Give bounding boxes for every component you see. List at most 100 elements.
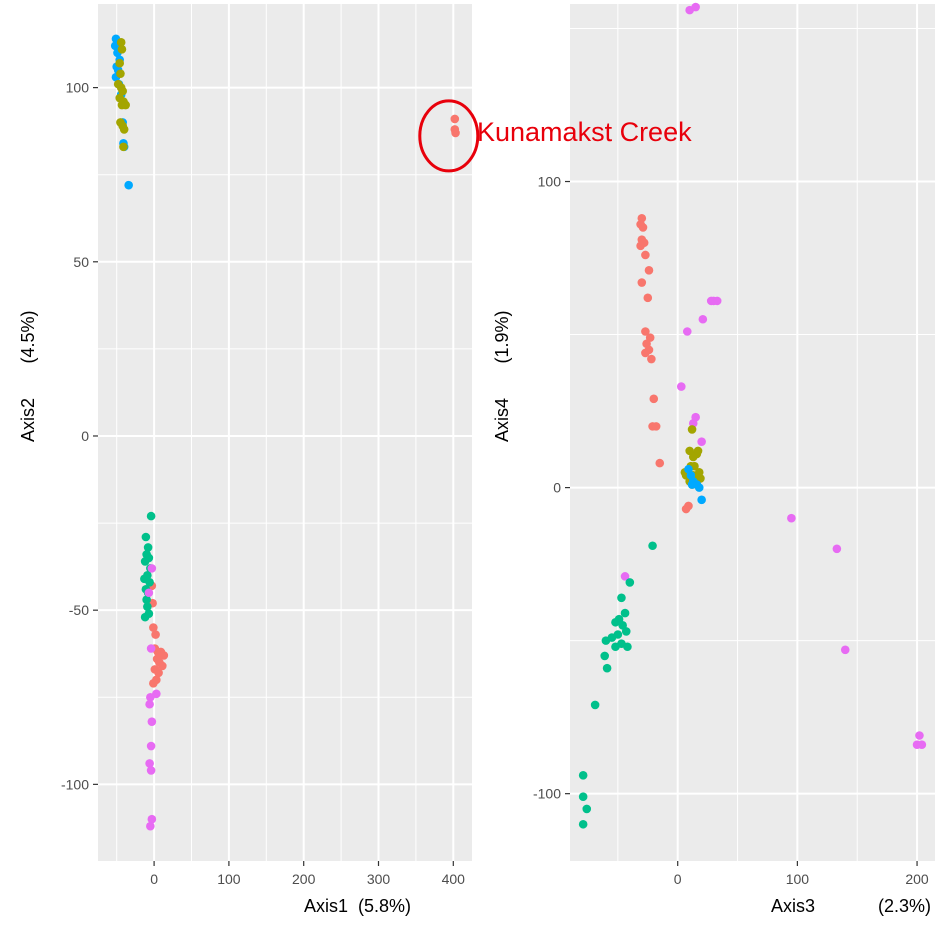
data-point xyxy=(116,38,126,47)
right-scatter-panel: 0 100 200 -100 0 100 Axis3 (2.3%) Axis4 (1.9%) xyxy=(492,2,935,916)
data-point xyxy=(145,759,154,768)
data-point xyxy=(641,348,650,358)
data-point xyxy=(687,425,697,434)
y-tick-label: 100 xyxy=(66,80,90,96)
data-point xyxy=(146,644,156,653)
data-point xyxy=(641,327,650,336)
data-point xyxy=(140,612,150,622)
data-point xyxy=(578,792,588,802)
data-point xyxy=(159,651,169,660)
data-point xyxy=(694,483,704,492)
data-point xyxy=(146,692,155,702)
data-point xyxy=(697,495,706,505)
data-point xyxy=(578,819,588,829)
data-point xyxy=(119,142,128,152)
data-point xyxy=(149,623,158,632)
data-point xyxy=(124,180,133,190)
data-point xyxy=(644,265,654,275)
data-point xyxy=(140,557,150,566)
data-point xyxy=(620,608,630,618)
data-point xyxy=(600,651,610,661)
data-point xyxy=(638,223,648,232)
x-axis-variance: (5.8%) xyxy=(358,896,411,916)
data-point xyxy=(625,578,635,587)
x-tick-label: 300 xyxy=(367,871,391,887)
data-point xyxy=(582,804,592,814)
data-point xyxy=(648,541,657,551)
data-point xyxy=(617,593,626,603)
x-axis-title: Axis3 xyxy=(771,896,815,916)
highlight-ellipse xyxy=(418,99,480,173)
data-point xyxy=(146,741,156,751)
data-point xyxy=(832,544,842,554)
data-point xyxy=(712,296,722,306)
y-tick-label: 0 xyxy=(81,428,89,444)
data-point xyxy=(693,446,703,456)
data-point xyxy=(601,636,611,645)
y-tick-label: 50 xyxy=(73,254,89,270)
x-tick-label: 100 xyxy=(217,871,241,887)
plot-background xyxy=(570,4,935,861)
data-point xyxy=(115,58,124,68)
y-tick-label: -100 xyxy=(533,786,561,802)
data-point xyxy=(643,293,653,303)
y-tick-label: -50 xyxy=(69,602,89,618)
data-point xyxy=(151,630,160,639)
x-tick-label: 0 xyxy=(674,871,682,887)
data-point xyxy=(146,821,155,831)
data-point xyxy=(143,602,152,611)
data-point xyxy=(154,668,163,678)
x-tick-label: 0 xyxy=(150,871,158,887)
x-tick-label: 200 xyxy=(905,871,929,887)
data-point xyxy=(147,717,157,726)
data-point xyxy=(636,241,645,251)
data-point xyxy=(451,128,460,138)
data-point xyxy=(641,250,650,260)
data-point xyxy=(116,69,125,78)
data-point xyxy=(685,446,694,456)
data-point xyxy=(912,740,922,749)
data-point xyxy=(698,314,708,324)
x-tick-label: 200 xyxy=(292,871,316,887)
data-point xyxy=(146,511,156,521)
y-tick-label: 0 xyxy=(553,480,561,496)
data-point xyxy=(651,422,661,431)
data-point xyxy=(145,699,154,709)
data-point xyxy=(117,44,127,54)
plot-background xyxy=(98,4,472,861)
x-tick-label: 400 xyxy=(442,871,466,887)
y-tick-label: -100 xyxy=(61,776,89,792)
data-point xyxy=(578,771,588,780)
data-point xyxy=(637,278,647,287)
y-axis-title: Axis4 xyxy=(492,398,512,442)
data-point xyxy=(590,700,600,710)
data-point xyxy=(681,504,691,514)
data-point xyxy=(149,679,158,688)
data-point xyxy=(143,543,153,552)
data-point xyxy=(620,572,630,581)
data-point xyxy=(655,458,665,468)
data-point xyxy=(676,382,686,391)
data-point xyxy=(682,327,692,336)
data-point xyxy=(840,645,850,655)
data-point xyxy=(649,394,659,404)
data-point xyxy=(118,86,127,96)
annotation-label: Kunamakst Creek xyxy=(477,117,692,147)
data-point xyxy=(647,354,656,364)
data-point xyxy=(142,595,151,605)
data-point xyxy=(141,532,151,542)
data-point xyxy=(611,642,620,652)
y-axis-title: Axis2 xyxy=(18,398,38,442)
x-axis-title: Axis1 xyxy=(304,896,348,916)
data-point xyxy=(787,513,796,523)
data-point xyxy=(146,766,156,775)
data-point xyxy=(450,114,460,124)
y-tick-label: 100 xyxy=(538,174,562,190)
data-point xyxy=(147,814,157,824)
data-point xyxy=(147,564,157,573)
y-axis-variance: (4.5%) xyxy=(18,310,38,363)
data-point xyxy=(145,578,154,587)
y-axis-variance: (1.9%) xyxy=(492,310,512,363)
data-point xyxy=(144,588,154,598)
